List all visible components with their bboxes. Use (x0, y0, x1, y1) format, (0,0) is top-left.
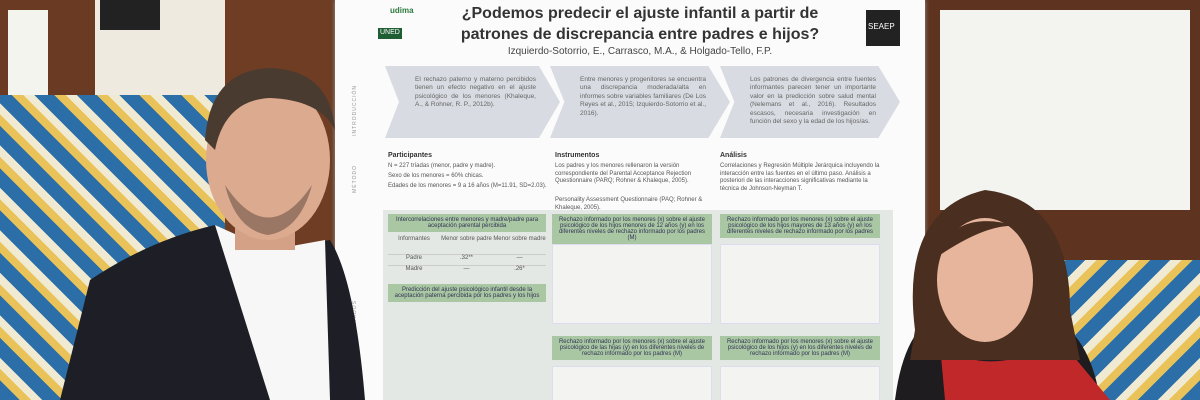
man-shirt (215, 225, 330, 400)
table-title: Intercorrelaciones entre menores y madre… (388, 214, 546, 232)
panel-plot (720, 366, 880, 400)
table-cell: .32** (440, 254, 493, 263)
method-item: Sexo de los menores = 60% chicas. (388, 173, 484, 179)
table-cell: — (493, 254, 546, 263)
man-hair (205, 68, 335, 150)
method-heading: Participantes (388, 152, 432, 159)
table-cell: .26* (493, 265, 546, 274)
panel-plot (720, 244, 880, 324)
logo: SEAEP (866, 10, 900, 46)
method-item: Correlaciones y Regresión Múltiple Jerár… (720, 163, 880, 192)
man-face (206, 80, 330, 240)
method-item: Los padres y los menores rellenaron la v… (555, 163, 692, 184)
panel-plot (552, 366, 712, 400)
table-cell: Madre (388, 265, 440, 274)
method-heading: Análisis (720, 152, 747, 159)
logo: udima (390, 6, 414, 15)
man-beard (225, 185, 312, 235)
intro-box: Entre menores y progenitores se encuentr… (550, 66, 730, 138)
panel-title: Rechazo informado por los menores (x) so… (552, 336, 712, 360)
panel-title: Rechazo informado por los menores (x) so… (720, 214, 880, 238)
intro-box: El rechazo paterno y materno percibidos … (385, 66, 560, 138)
table-cell: Padre (388, 254, 440, 263)
method-item: N = 227 tríadas (menor, padre y madre). (388, 163, 496, 169)
woman-fringe (940, 221, 1030, 255)
window-glass-right (940, 10, 1190, 210)
speaker (100, 0, 160, 30)
table-header: Menor sobre padre (441, 236, 492, 242)
poster-title: ¿Podemos predecir el ajuste infantil a p… (460, 5, 820, 43)
table-header: Informantes (398, 236, 430, 242)
table-header: Menor sobre madre (493, 236, 546, 242)
method-heading: Instrumentos (555, 152, 600, 159)
method-item: Edades de los menores = 9 a 16 años (M=1… (388, 183, 547, 189)
woman-face (937, 218, 1033, 342)
table-cell: — (440, 265, 493, 274)
method-item: Personality Assessment Questionnaire (PA… (555, 197, 703, 211)
logo: UNED (378, 28, 402, 39)
panel-plot (552, 244, 712, 324)
intro-box: Los patrones de divergencia entre fuente… (720, 66, 900, 138)
panel-title: Rechazo informado por los menores (x) so… (720, 336, 880, 360)
prediction-title: Predicción del ajuste psicológico infant… (388, 284, 546, 302)
authors: Izquierdo-Sotorrio, E., Carrasco, M.A., … (507, 46, 773, 57)
panel-title: Rechazo informado por los menores (x) so… (552, 214, 712, 244)
